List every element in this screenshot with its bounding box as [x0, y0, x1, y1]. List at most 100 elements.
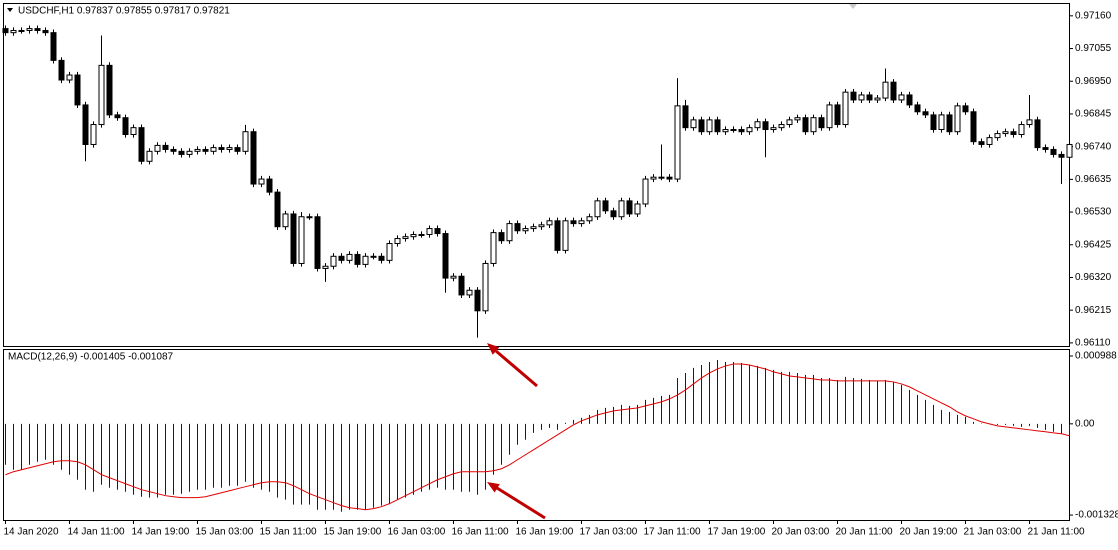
candle-body	[1034, 119, 1041, 149]
candle-body	[674, 105, 681, 180]
shift-marker	[849, 4, 857, 9]
candle-body	[490, 232, 497, 264]
candle-body	[434, 228, 441, 235]
x-tick-label: 16 Jan 11:00	[452, 527, 510, 538]
candle-body	[66, 74, 73, 81]
candle-body	[786, 119, 793, 126]
candle-body	[842, 91, 849, 126]
candle-body	[826, 104, 833, 129]
y-tick-label: 0.96950	[1075, 76, 1112, 87]
candle-body	[762, 121, 769, 131]
candle-body	[74, 74, 81, 106]
candle-body	[338, 255, 345, 261]
y-tick-label: 0.96845	[1075, 109, 1112, 120]
candle-body	[546, 220, 553, 226]
candle-body	[634, 203, 641, 215]
candle-body	[194, 148, 201, 152]
candle-body	[514, 223, 521, 232]
x-tick-label: 15 Jan 11:00	[260, 527, 318, 538]
candle-body	[1058, 153, 1065, 158]
candle-body	[274, 191, 281, 228]
candle-body	[530, 226, 537, 230]
candle-body	[986, 137, 993, 145]
candle-body	[482, 262, 489, 312]
candle-body	[730, 129, 737, 132]
candle-body	[410, 233, 417, 238]
candle-body	[306, 216, 313, 219]
candle-body	[522, 228, 529, 232]
candle-body	[266, 178, 273, 193]
candle-body	[554, 220, 561, 251]
x-tick-label: 17 Jan 03:00	[580, 527, 638, 538]
y-tick-label: 0.96320	[1075, 272, 1112, 283]
price-panel	[3, 3, 1070, 347]
candle-body	[298, 216, 305, 264]
candle-body	[626, 200, 633, 215]
candle-body	[906, 94, 913, 106]
candle-body	[898, 94, 905, 101]
candle-body	[882, 81, 889, 99]
x-tick-label: 17 Jan 19:00	[708, 527, 766, 538]
candle-body	[370, 255, 377, 258]
candle-body	[1026, 119, 1033, 126]
candle-body	[858, 94, 865, 101]
x-tick-label: 21 Jan 03:00	[964, 527, 1022, 538]
arrow-head	[487, 482, 500, 493]
candle-body	[418, 233, 425, 236]
candle-body	[890, 81, 897, 101]
candle-body	[738, 129, 745, 133]
candle-body	[50, 32, 57, 61]
candle-body	[258, 178, 265, 185]
candle-body	[1042, 147, 1049, 150]
candle-body	[1066, 143, 1073, 158]
candle-body	[26, 28, 33, 31]
arrow-shaft	[496, 486, 546, 520]
candle-body	[770, 127, 777, 131]
x-tick-label: 14 Jan 2020	[4, 527, 59, 538]
menu-triangle[interactable]	[7, 8, 13, 12]
y-tick-label: 0.96110	[1075, 338, 1111, 349]
candle-body	[122, 117, 129, 136]
x-tick-label: 20 Jan 11:00	[836, 527, 894, 538]
candle-body	[314, 216, 321, 269]
candle-body	[650, 176, 657, 180]
candle-body	[658, 176, 665, 179]
candle-body	[202, 148, 209, 152]
candle-body	[106, 64, 113, 116]
candle-body	[866, 94, 873, 101]
x-tick-label: 21 Jan 11:00	[1028, 527, 1086, 538]
x-tick-label: 20 Jan 03:00	[772, 527, 830, 538]
signal-line	[5, 363, 1070, 511]
candle-body	[602, 200, 609, 212]
candle-body	[330, 255, 337, 267]
y-tick-label: 0.96530	[1075, 207, 1112, 218]
candle-body	[234, 147, 241, 152]
candle-body	[250, 131, 257, 185]
candle-body	[114, 114, 121, 119]
candle-body	[386, 243, 393, 261]
candle-body	[98, 64, 105, 126]
x-tick-label: 14 Jan 19:00	[132, 527, 190, 538]
arrow	[487, 343, 538, 388]
candle-body	[210, 147, 217, 152]
candle-body	[714, 119, 721, 133]
candle-body	[874, 97, 881, 101]
candle-body	[226, 147, 233, 150]
candle-body	[938, 114, 945, 131]
candle-body	[82, 104, 89, 145]
y-tick-label: 0.96635	[1075, 174, 1112, 185]
candle-body	[378, 255, 385, 261]
candle-body	[802, 117, 809, 133]
x-tick-label: 15 Jan 19:00	[324, 527, 382, 538]
candle-body	[42, 29, 49, 34]
candle-body	[322, 265, 329, 269]
candle-body	[618, 200, 625, 218]
candle-body	[850, 91, 857, 101]
candle-body	[10, 29, 17, 34]
candle-body	[450, 275, 457, 279]
x-tick-label: 15 Jan 03:00	[196, 527, 254, 538]
candle-body	[458, 275, 465, 296]
candle-body	[994, 133, 1001, 139]
